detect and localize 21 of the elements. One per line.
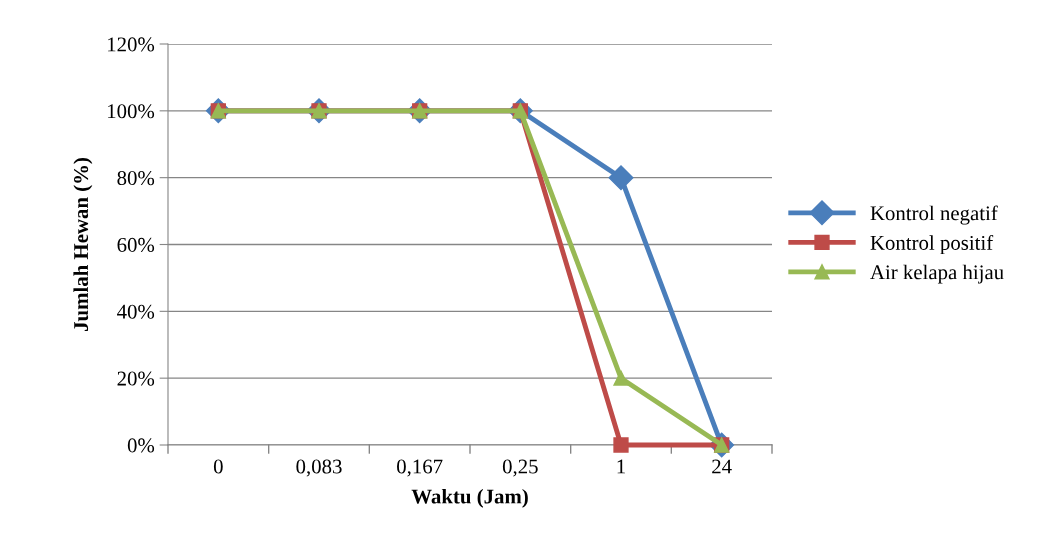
- y-tick-label: 80%: [117, 171, 155, 186]
- x-axis-title: Waktu (Jam): [411, 488, 528, 508]
- y-tick-label: 120%: [108, 37, 155, 52]
- point: [613, 437, 629, 453]
- x-tick-label: 0,083: [296, 459, 342, 477]
- legend-label: Kontrol negatif: [870, 205, 998, 225]
- legend-label: Kontrol positif: [870, 235, 994, 255]
- y-axis-title: Jumlah Hewan (%): [73, 158, 93, 331]
- x-tick-label: 0,167: [397, 459, 443, 477]
- y-tick-label: 100%: [108, 104, 155, 119]
- y-tick-label: 20%: [117, 371, 155, 386]
- y-tick-label: 0%: [127, 438, 155, 453]
- x-tick-label: 0,25: [502, 459, 538, 477]
- x-tick-label: 0: [213, 459, 223, 474]
- x-tick-label: 24: [712, 459, 732, 474]
- y-tick-label: 60%: [117, 237, 155, 252]
- x-tick-label: 1: [617, 459, 625, 474]
- y-tick-label: 40%: [117, 304, 155, 319]
- legend-label: Air kelapa hijau: [870, 264, 1004, 284]
- point: [613, 370, 629, 386]
- point: [608, 165, 634, 191]
